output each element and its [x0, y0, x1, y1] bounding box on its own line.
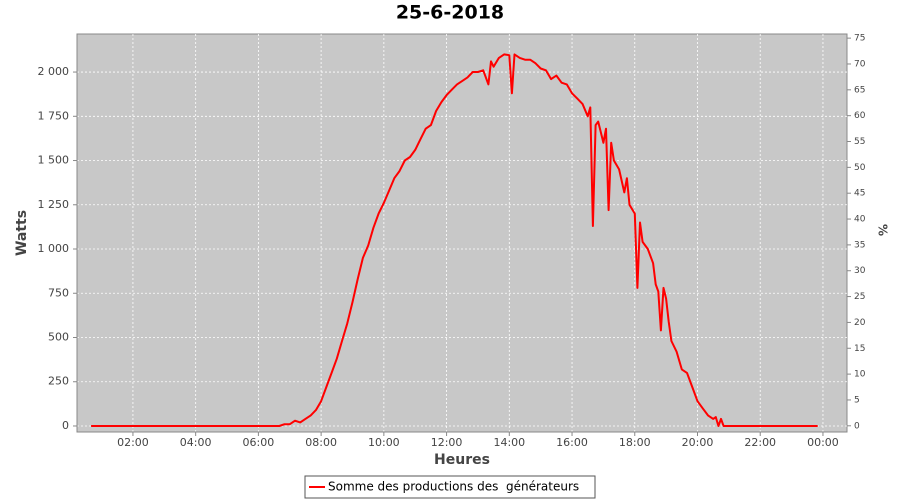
- y-tick-label: 1 250: [38, 198, 70, 211]
- y2-tick-label: 10: [854, 370, 866, 380]
- y2-tick-label: 75: [854, 34, 865, 44]
- y-tick-label: 250: [48, 375, 69, 388]
- x-tick-label: 20:00: [682, 436, 714, 449]
- y2-tick-label: 55: [854, 137, 865, 147]
- x-tick-label: 04:00: [180, 436, 212, 449]
- y-tick-label: 1 500: [38, 154, 70, 167]
- y2-tick-label: 40: [854, 215, 866, 225]
- y2-tick-label: 30: [854, 266, 866, 276]
- y2-tick-label: 0: [854, 421, 860, 431]
- x-tick-label: 02:00: [117, 436, 149, 449]
- y2-tick-label: 50: [854, 163, 866, 173]
- x-tick-label: 18:00: [619, 436, 651, 449]
- x-tick-label: 10:00: [368, 436, 400, 449]
- x-tick-label: 12:00: [431, 436, 463, 449]
- plot-area: [76, 33, 848, 433]
- y2-tick-label: 20: [854, 318, 866, 328]
- y2-tick-label: 65: [854, 85, 865, 95]
- legend-label: Somme des productions des générateurs: [328, 480, 579, 494]
- y-tick-label: 0: [62, 419, 69, 432]
- legend: [304, 475, 596, 499]
- y2-tick-label: 35: [854, 240, 865, 250]
- y2-tick-label: 25: [854, 292, 865, 302]
- x-tick-label: 16:00: [556, 436, 588, 449]
- y2-axis-label: %: [876, 224, 890, 236]
- x-tick-label: 00:00: [807, 436, 839, 449]
- y2-tick-label: 15: [854, 344, 865, 354]
- x-tick-label: 08:00: [305, 436, 337, 449]
- x-tick-label: 06:00: [243, 436, 275, 449]
- y-tick-label: 1 000: [38, 242, 70, 255]
- y-tick-label: 1 750: [38, 109, 70, 122]
- y2-tick-label: 70: [854, 59, 866, 69]
- y2-tick-label: 45: [854, 189, 865, 199]
- x-tick-label: 22:00: [744, 436, 776, 449]
- y-tick-label: 2 000: [38, 65, 70, 78]
- x-tick-label: 14:00: [493, 436, 525, 449]
- series-line: [91, 53, 818, 427]
- y-axis-label: Watts: [14, 210, 30, 256]
- y-tick-label: 500: [48, 330, 69, 343]
- x-axis-label: Heures: [434, 452, 490, 468]
- y-tick-label: 750: [48, 286, 69, 299]
- chart-title: 25-6-2018: [396, 2, 504, 24]
- y2-tick-label: 5: [854, 395, 860, 405]
- y2-tick-label: 60: [854, 111, 866, 121]
